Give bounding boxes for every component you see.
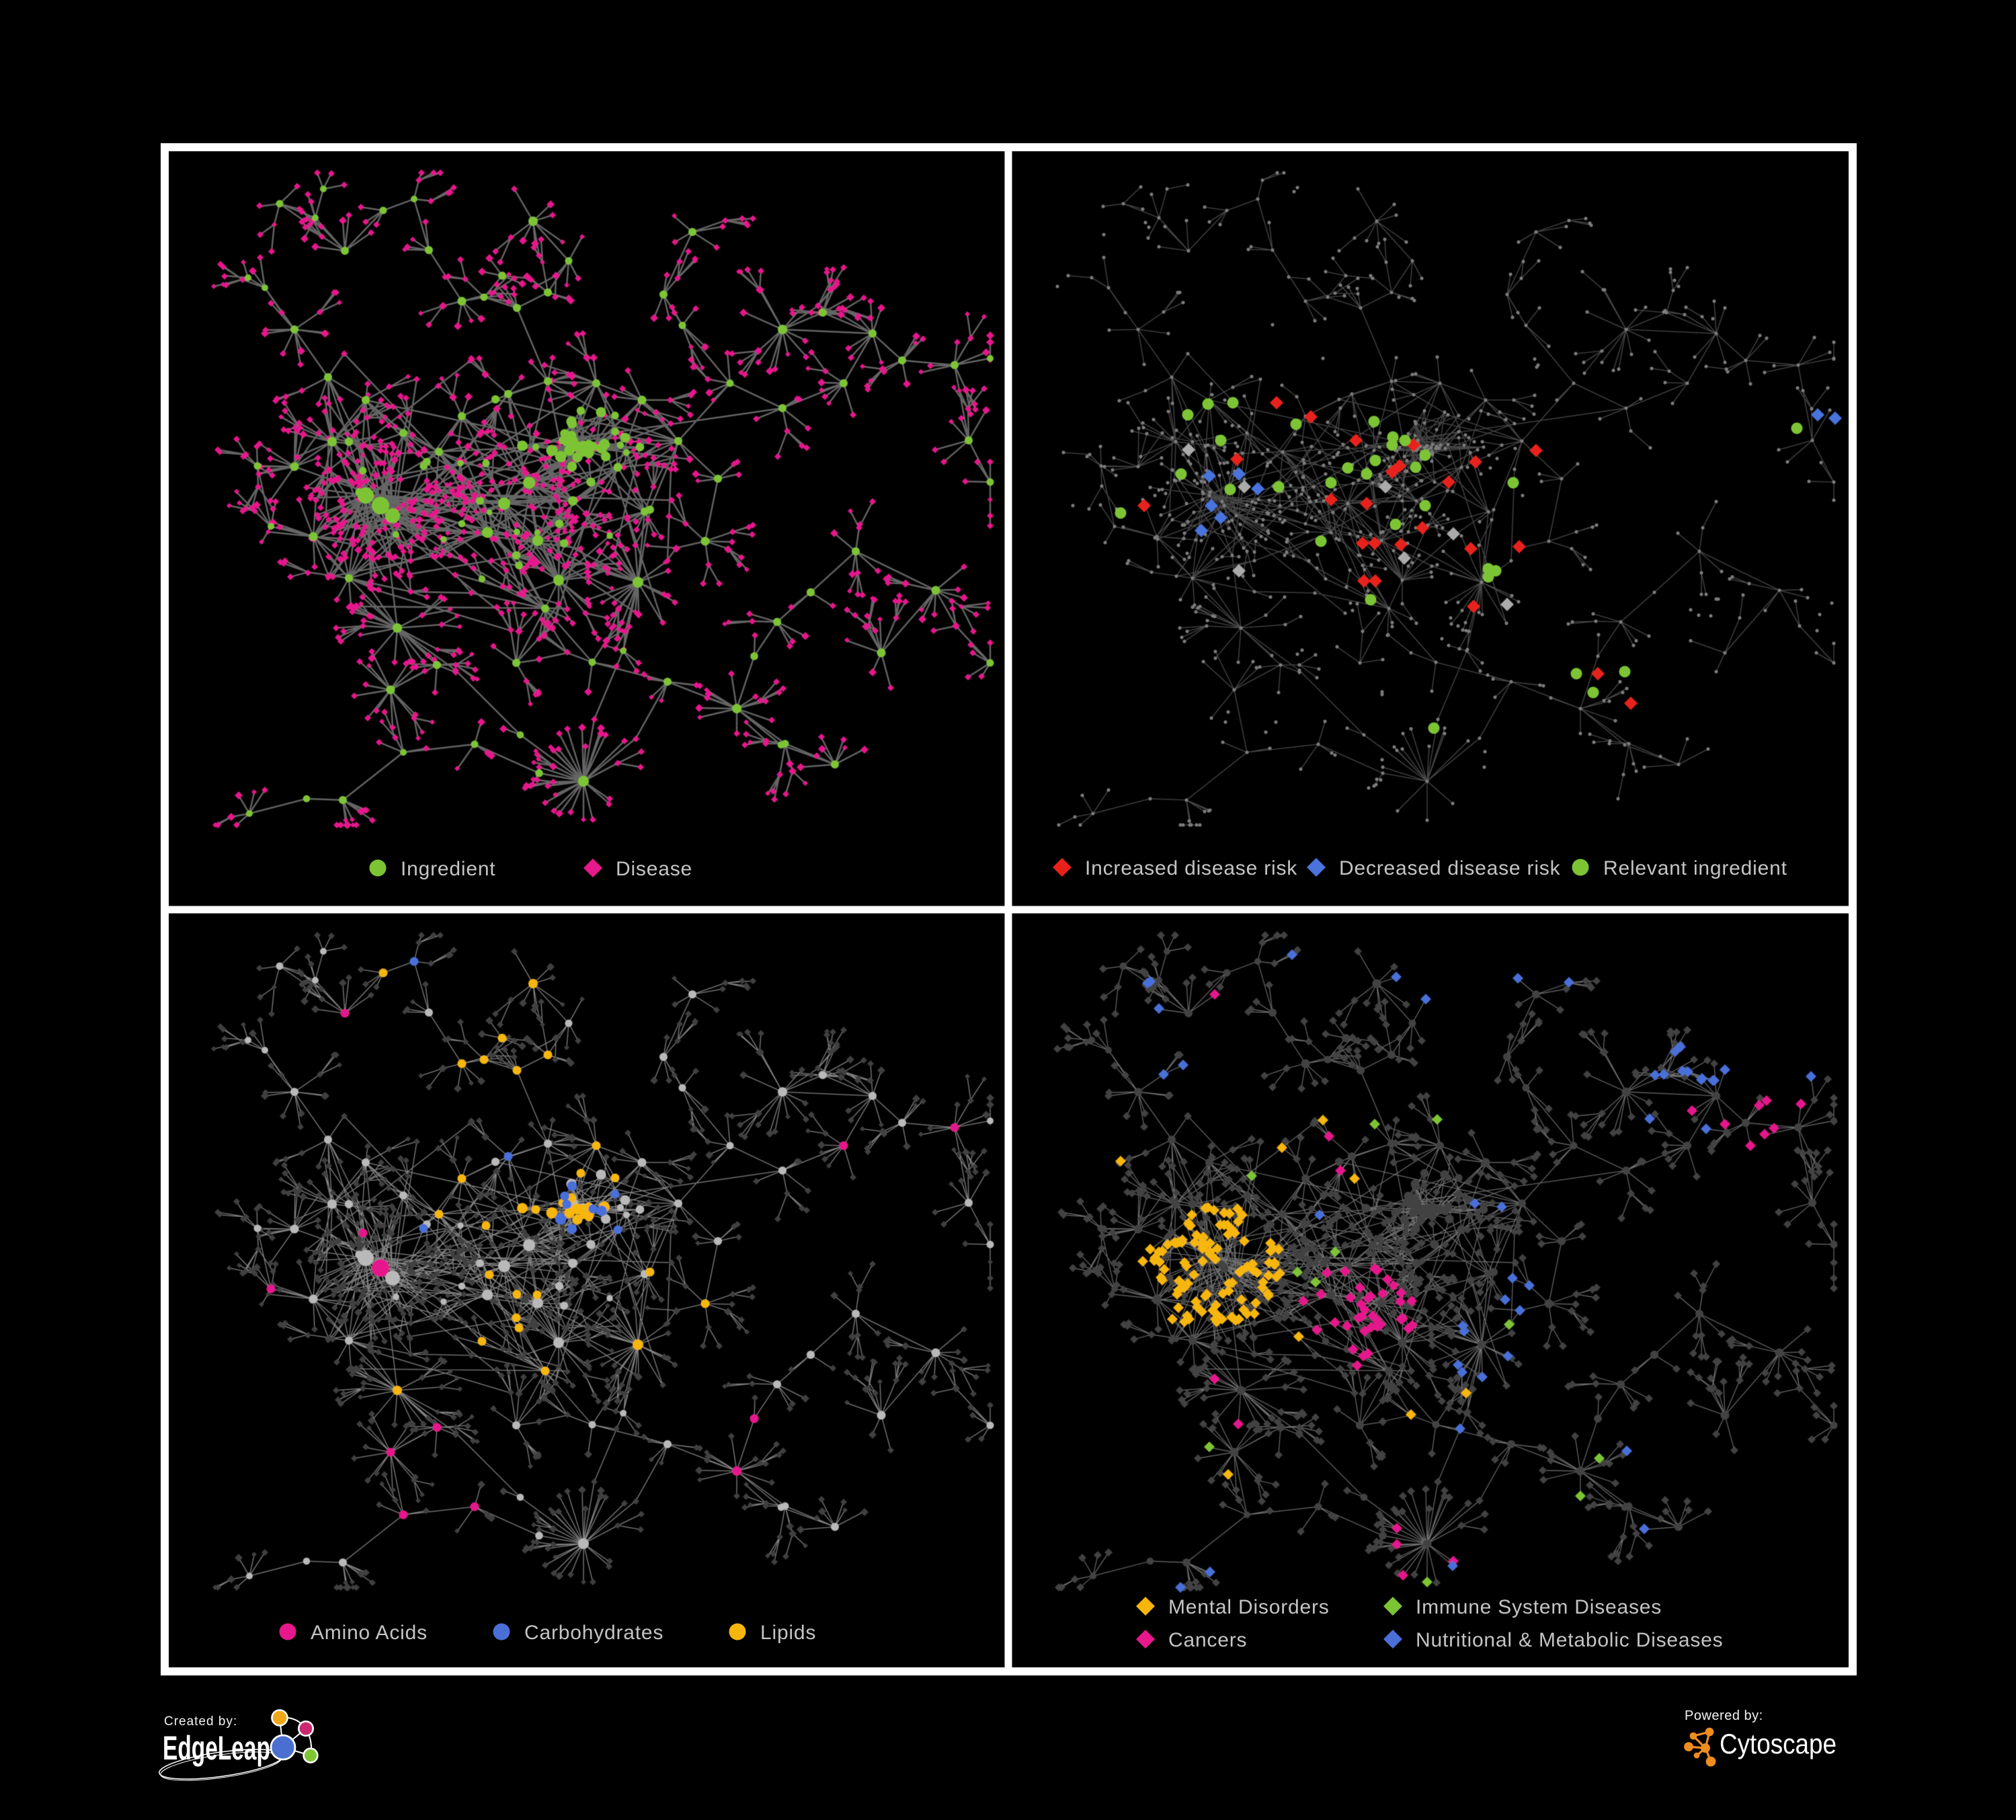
svg-text:Cytoscape: Cytoscape — [1720, 1728, 1837, 1759]
svg-text:Created by:: Created by: — [164, 1714, 237, 1729]
svg-text:Cancers: Cancers — [1168, 1629, 1247, 1651]
svg-text:Relevant ingredient: Relevant ingredient — [1603, 857, 1787, 879]
svg-text:Powered by:: Powered by: — [1685, 1708, 1763, 1723]
svg-text:Disease: Disease — [616, 858, 692, 880]
svg-text:Amino Acids: Amino Acids — [311, 1622, 428, 1644]
svg-text:Nutritional & Metabolic Diseas: Nutritional & Metabolic Diseases — [1416, 1629, 1723, 1651]
svg-text:Mental Disorders: Mental Disorders — [1168, 1596, 1330, 1618]
svg-text:Ingredient: Ingredient — [401, 858, 495, 880]
svg-text:Immune System Diseases: Immune System Diseases — [1416, 1596, 1662, 1618]
svg-text:Decreased disease risk: Decreased disease risk — [1339, 857, 1561, 879]
svg-text:Increased disease risk: Increased disease risk — [1085, 857, 1297, 879]
svg-text:Lipids: Lipids — [760, 1622, 816, 1644]
svg-text:Carbohydrates: Carbohydrates — [524, 1622, 663, 1644]
